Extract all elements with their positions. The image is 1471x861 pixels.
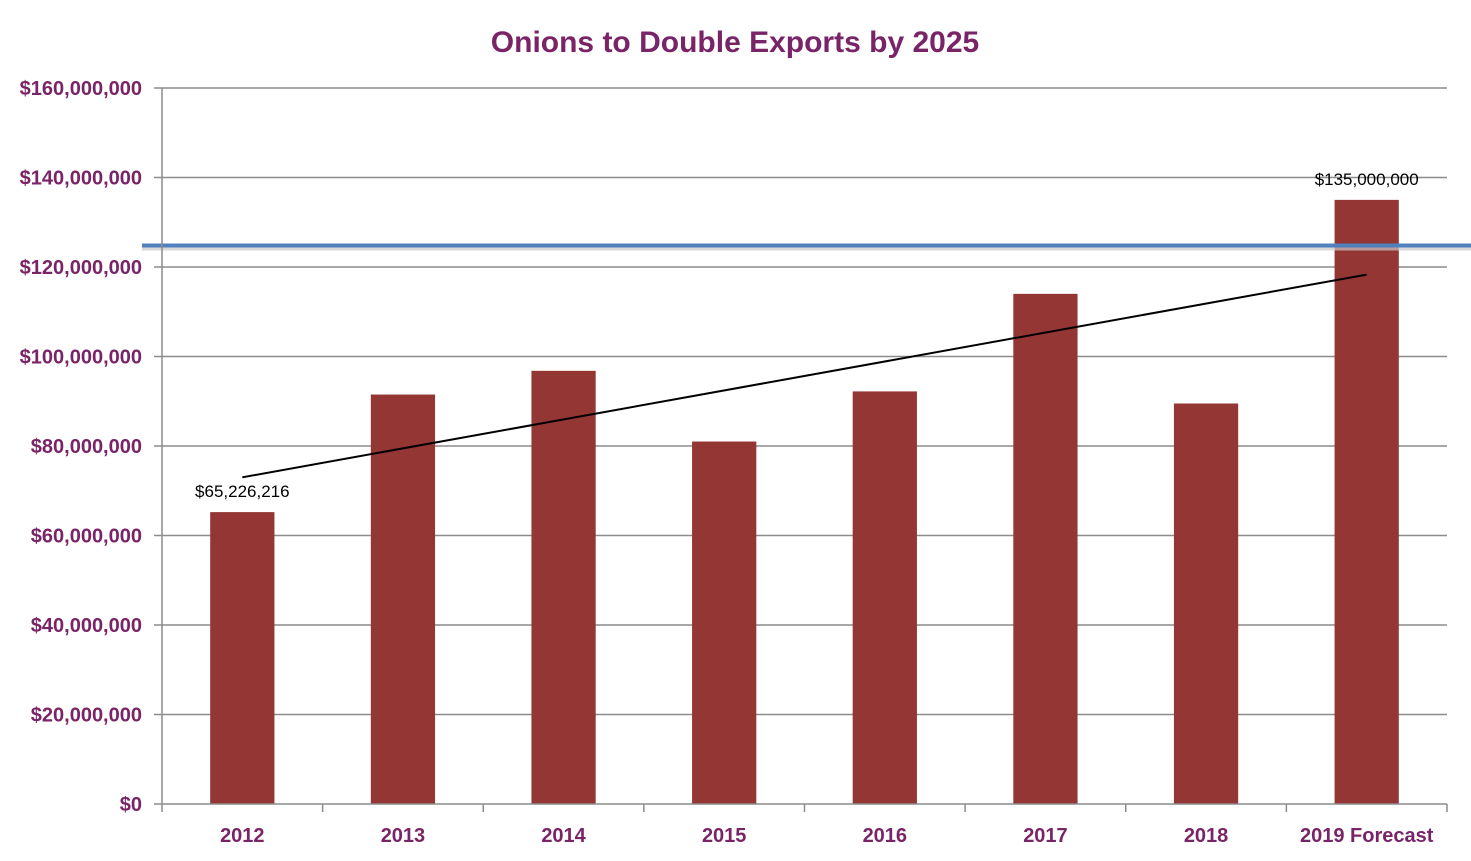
x-tick-label: 2013	[381, 825, 426, 847]
y-tick-label: $20,000,000	[31, 705, 142, 727]
x-tick-label: 2016	[863, 825, 908, 847]
x-tick-labels: 2012 2013 2014 2015 2016 2017 2018 2019 Forecas…	[220, 825, 1434, 847]
x-tick-label: 2014	[541, 825, 586, 847]
data-label: $65,226,216	[195, 482, 290, 501]
bar-2015	[692, 442, 756, 804]
bar-2013	[371, 395, 435, 804]
x-tick-label: 2017	[1023, 825, 1068, 847]
y-tick-label: $100,000,000	[20, 347, 142, 369]
x-tick-label: 2012	[220, 825, 265, 847]
bar-2012	[210, 512, 274, 804]
bar-2016	[853, 391, 917, 804]
bar-2019-forecast	[1335, 200, 1399, 804]
y-tick-label: $160,000,000	[20, 78, 142, 100]
data-label: $135,000,000	[1315, 170, 1419, 189]
y-tick-label: $0	[120, 794, 142, 816]
x-tick-label: 2018	[1184, 825, 1229, 847]
y-tick-label: $80,000,000	[31, 436, 142, 458]
chart-title: Onions to Double Exports by 2025	[491, 26, 979, 59]
bar-2014	[531, 371, 595, 804]
y-tick-labels: $0 $20,000,000 $40,000,000 $60,000,000 $80,0…	[20, 78, 142, 816]
y-tick-label: $140,000,000	[20, 168, 142, 190]
y-tick-label: $60,000,000	[31, 526, 142, 548]
bars	[210, 200, 1399, 804]
reference-line-group	[142, 246, 1471, 249]
x-tick-label: 2019 Forecast	[1300, 825, 1434, 847]
axes	[154, 88, 1447, 812]
gridlines	[162, 88, 1447, 715]
x-tick-label: 2015	[702, 825, 747, 847]
y-tick-label: $120,000,000	[20, 257, 142, 279]
bar-2017	[1013, 294, 1077, 804]
y-tick-label: $40,000,000	[31, 615, 142, 637]
bar-2018	[1174, 403, 1238, 804]
